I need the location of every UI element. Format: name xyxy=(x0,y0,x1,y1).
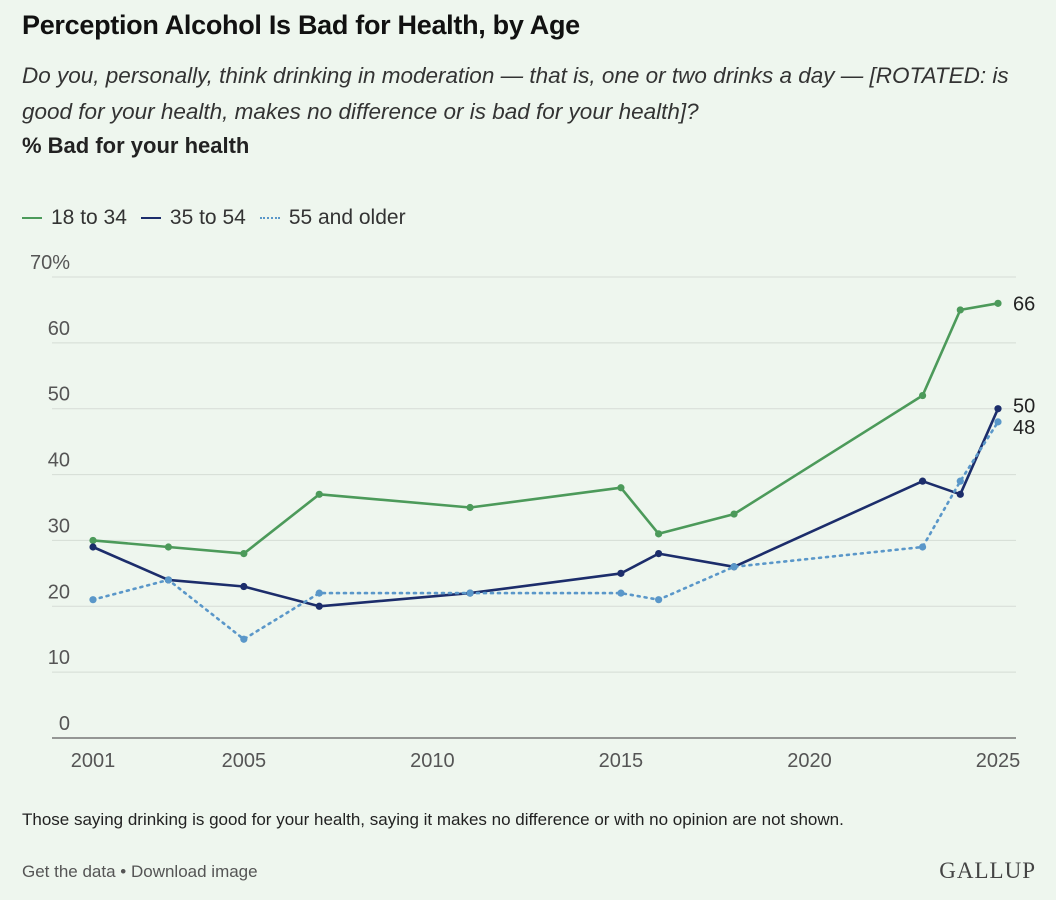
end-label-18-to-34: 66 xyxy=(1013,293,1035,315)
data-point-55-and-older-2024 xyxy=(956,477,964,485)
legend-label-35-to-54: 35 to 54 xyxy=(169,206,246,229)
data-point-18-to-34-2024 xyxy=(956,306,964,314)
data-point-55-and-older-2001 xyxy=(89,596,97,604)
data-point-18-to-34-2007 xyxy=(315,490,323,498)
data-point-55-and-older-2023 xyxy=(918,543,927,551)
data-point-18-to-34-2016 xyxy=(655,530,663,538)
end-label-55-and-older: 48 xyxy=(1013,417,1035,439)
data-point-55-and-older-2003 xyxy=(164,576,173,584)
data-point-55-and-older-2007 xyxy=(315,589,323,597)
data-point-18-to-34-2023 xyxy=(918,391,927,400)
x-tick-label-2025: 2025 xyxy=(976,750,1021,772)
chart-title: Perception Alcohol Is Bad for Health, by… xyxy=(22,10,580,40)
y-tick-label-50: 50 xyxy=(48,384,70,406)
data-point-18-to-34-2003 xyxy=(164,543,173,551)
chart-subtitle: Do you, personally, think drinking in mo… xyxy=(22,63,1009,124)
end-label-35-to-54: 50 xyxy=(1013,396,1035,418)
y-tick-label-70: 70% xyxy=(30,252,70,274)
legend-label-18-to-34: 18 to 34 xyxy=(51,206,127,229)
line-chart: 0 10 20 30 40 50 60 70% 2001 2005 2010 2015 2020 2025… xyxy=(30,252,1035,772)
legend-item-35-to-54: 35 to 54 xyxy=(140,206,246,230)
data-point-35-to-54-2007 xyxy=(315,602,323,610)
data-point-35-to-54-2015 xyxy=(617,569,625,577)
y-tick-label-30: 30 xyxy=(48,515,70,537)
data-point-35-to-54-2001 xyxy=(89,543,97,551)
series-line-18-to-34 xyxy=(91,301,1000,555)
data-point-35-to-54-2023 xyxy=(918,477,927,485)
series-line-35-to-54 xyxy=(91,407,1000,608)
data-point-18-to-34-2015 xyxy=(617,484,625,492)
y-tick-label-40: 40 xyxy=(48,450,70,472)
x-tick-label-2020: 2020 xyxy=(787,750,832,772)
data-point-35-to-54-2024 xyxy=(956,490,964,498)
data-point-35-to-54-2025 xyxy=(994,405,1002,413)
legend-label-55-and-older: 55 and older xyxy=(288,206,406,229)
legend-swatch-55-and-older xyxy=(259,217,280,219)
data-point-55-and-older-2005 xyxy=(240,635,248,643)
y-tick-label-10: 10 xyxy=(48,647,70,669)
data-point-35-to-54-2016 xyxy=(655,550,663,558)
data-point-35-to-54-2005 xyxy=(240,582,248,591)
series-line-55-and-older xyxy=(91,420,1000,641)
y-tick-label-20: 20 xyxy=(48,581,70,603)
x-tick-label-2001: 2001 xyxy=(71,750,116,772)
legend-item-55-and-older: 55 and older xyxy=(259,206,406,230)
data-point-55-and-older-2011 xyxy=(466,589,474,597)
chart-note: Those saying drinking is good for your h… xyxy=(22,810,844,829)
data-point-55-and-older-2025 xyxy=(994,418,1002,426)
legend: 18 to 34 35 to 54 55 and older xyxy=(22,204,420,232)
footer-links: Get the data • Download image xyxy=(22,862,258,881)
x-tick-label-2005: 2005 xyxy=(222,750,267,772)
x-tick-label-2015: 2015 xyxy=(599,750,644,772)
x-tick-label-2010: 2010 xyxy=(410,750,455,772)
data-point-18-to-34-2005 xyxy=(240,550,248,558)
data-point-18-to-34-2011 xyxy=(466,503,474,512)
y-tick-label-60: 60 xyxy=(48,318,70,340)
legend-swatch-18-to-34 xyxy=(22,217,42,219)
chart-measure: % Bad for your health xyxy=(22,133,250,158)
gallup-logo: GALLUP xyxy=(939,858,1036,883)
data-point-55-and-older-2015 xyxy=(617,589,625,597)
data-point-18-to-34-2001 xyxy=(89,536,97,545)
legend-swatch-35-to-54 xyxy=(140,217,161,219)
data-point-18-to-34-2018 xyxy=(730,510,738,518)
y-tick-label-0: 0 xyxy=(59,713,70,735)
data-point-55-and-older-2018 xyxy=(730,563,738,571)
data-point-18-to-34-2025 xyxy=(994,299,1002,307)
legend-item-18-to-34: 18 to 34 xyxy=(22,206,127,230)
data-point-55-and-older-2016 xyxy=(655,596,663,604)
